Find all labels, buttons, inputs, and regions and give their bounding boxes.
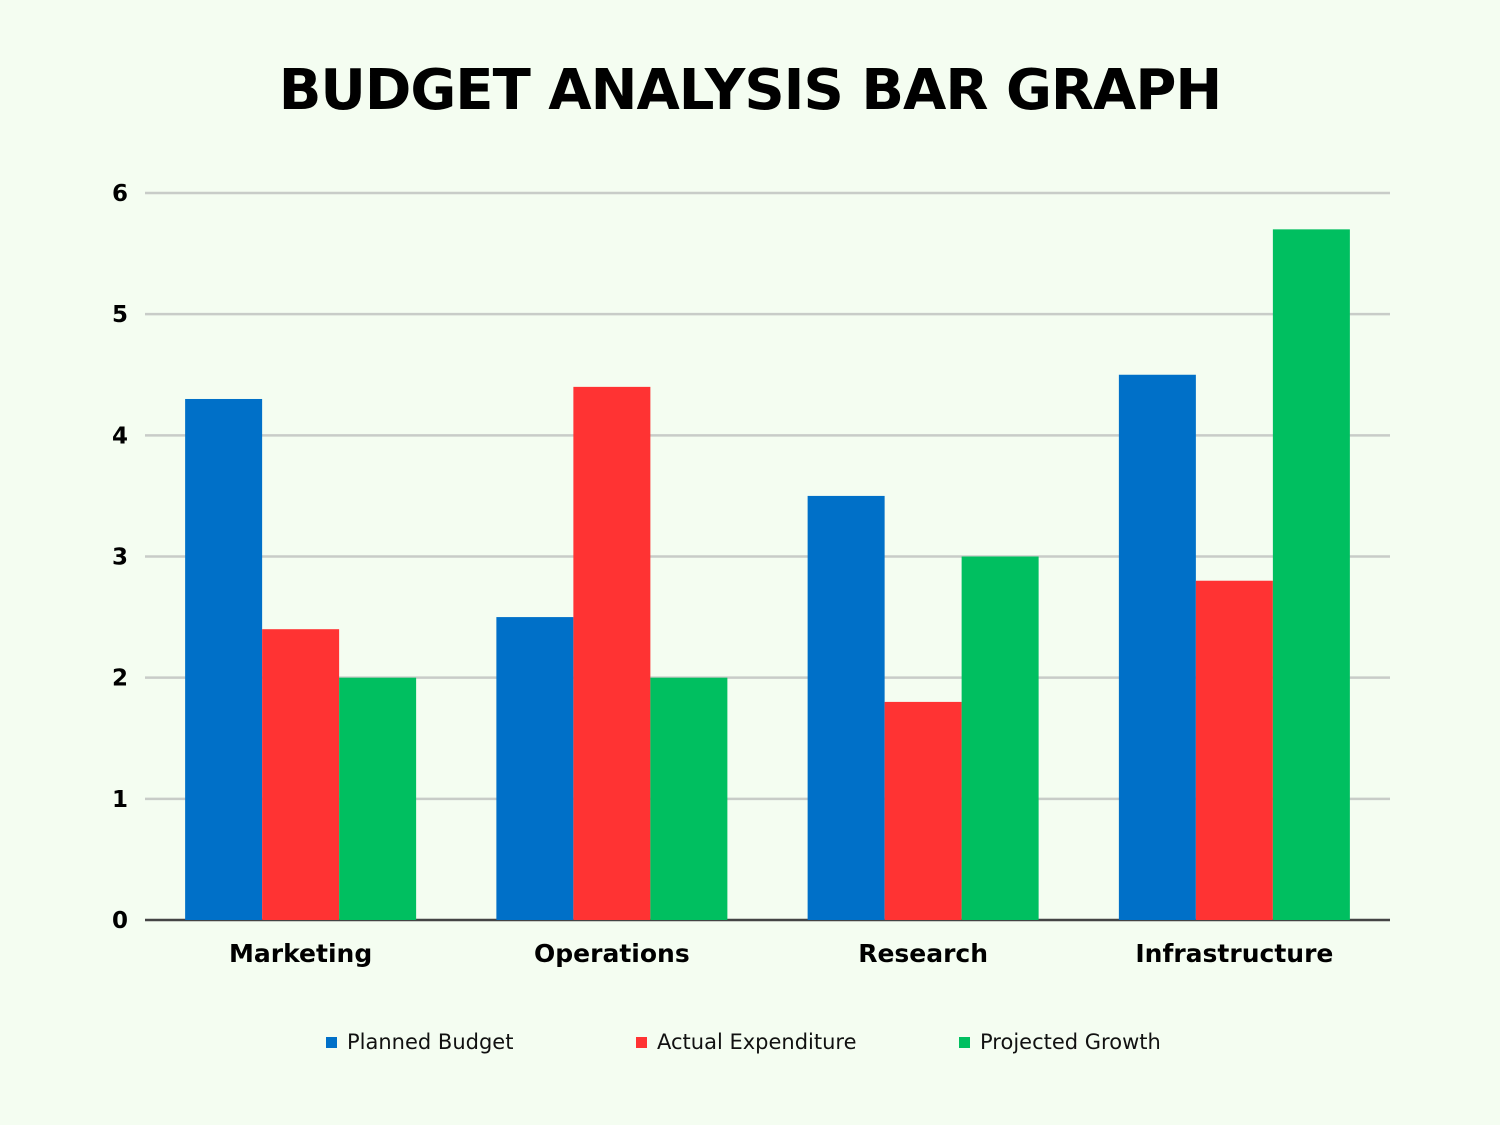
legend-swatch <box>959 1036 970 1048</box>
y-tick-label: 0 <box>112 908 128 934</box>
legend-item: Planned Budget <box>326 1030 513 1054</box>
y-tick-label: 3 <box>112 545 128 571</box>
chart-title: BUDGET ANALYSIS BAR GRAPH <box>278 58 1223 123</box>
y-tick-label: 4 <box>112 423 128 449</box>
bar-infrastructure-planned-budget <box>1118 374 1196 920</box>
bar-operations-projected-growth <box>650 677 728 920</box>
y-tick-label: 6 <box>112 181 128 207</box>
bar-infrastructure-projected-growth <box>1272 229 1350 921</box>
legend-label: Actual Expenditure <box>657 1030 857 1054</box>
bar-marketing-planned-budget <box>185 398 263 920</box>
legend-label: Planned Budget <box>347 1030 514 1054</box>
legend-swatch <box>636 1036 647 1048</box>
y-tick-label: 1 <box>112 787 128 813</box>
legend-label: Projected Growth <box>980 1030 1161 1054</box>
y-tick-label: 5 <box>112 302 128 328</box>
legend-item: Projected Growth <box>959 1030 1161 1054</box>
bar-marketing-projected-growth <box>339 677 417 920</box>
bar-marketing-actual-expenditure <box>262 629 340 920</box>
legend-swatch <box>326 1036 337 1048</box>
x-tick-label: Research <box>858 939 988 968</box>
bar-research-actual-expenditure <box>884 701 962 920</box>
bar-infrastructure-actual-expenditure <box>1195 580 1273 920</box>
bar-research-projected-growth <box>961 556 1039 920</box>
bar-research-planned-budget <box>807 495 885 920</box>
x-tick-label: Marketing <box>229 939 372 968</box>
x-tick-label: Infrastructure <box>1135 939 1333 968</box>
bar-operations-planned-budget <box>496 617 574 920</box>
x-tick-label: Operations <box>534 939 690 968</box>
bar-operations-actual-expenditure <box>573 386 651 920</box>
y-tick-label: 2 <box>112 666 128 692</box>
legend-item: Actual Expenditure <box>636 1030 857 1054</box>
